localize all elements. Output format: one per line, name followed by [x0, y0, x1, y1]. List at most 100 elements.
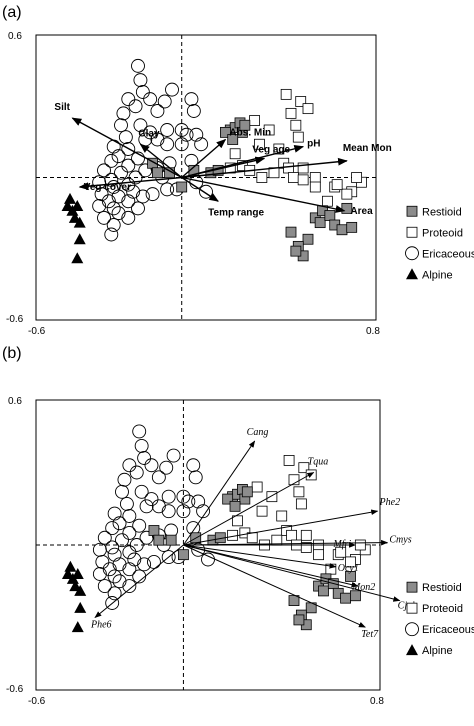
proteoid-point: [335, 546, 347, 558]
ericaceous-point: [92, 542, 107, 557]
alpine-point: [71, 621, 84, 633]
ericaceous-point: [104, 153, 119, 168]
vector-arrow: [181, 156, 266, 179]
alpine-point: [74, 584, 87, 596]
vector-arrow: [183, 544, 337, 569]
series-alpine: [61, 560, 87, 633]
legend-item: Alpine: [406, 268, 453, 281]
ericaceous-point: [122, 562, 137, 577]
ericaceous-point: [121, 194, 136, 209]
vector-arrow: [183, 509, 379, 546]
vector-arrow: [183, 544, 359, 588]
proteoid-point: [305, 469, 317, 481]
ericaceous-point: [143, 125, 158, 140]
vector-label: Clay: [138, 128, 160, 139]
restioid-point: [229, 500, 241, 512]
restioid-point: [239, 119, 251, 131]
ericaceous-point: [201, 552, 215, 567]
vector-arrow: [183, 472, 315, 546]
proteoid-point: [285, 107, 297, 119]
proteoid-point: [283, 455, 295, 466]
ericaceous-point: [107, 506, 122, 521]
ericaceous-point: [122, 509, 137, 523]
vector-label: Abs. Min: [229, 128, 271, 139]
legend-label: Ericaceous: [422, 248, 474, 260]
ericaceous-point: [137, 451, 152, 465]
vector-label: Mean Mon: [343, 143, 392, 154]
series-alpine: [61, 192, 86, 264]
alpine-point: [61, 200, 74, 211]
ericaceous-point: [114, 165, 128, 180]
legend-marker: [405, 246, 419, 261]
legend-item: Ericaceous: [405, 246, 474, 261]
ericaceous-point: [106, 201, 121, 216]
ericaceous-point: [134, 438, 149, 453]
ericaceous-point: [134, 484, 149, 499]
ericaceous-point: [179, 127, 194, 142]
ericaceous-point: [128, 170, 143, 185]
ericaceous-point: [122, 545, 137, 560]
ericaceous-point: [184, 92, 199, 107]
proteoid-point: [286, 529, 297, 541]
ericaceous-point: [181, 494, 196, 509]
proteoid-point: [288, 474, 300, 486]
legend-marker: [406, 602, 418, 614]
ericaceous-point: [188, 470, 203, 485]
ericaceous-point: [117, 472, 132, 487]
legend-item: Restioid: [406, 205, 462, 218]
vector-label: Veg cover: [84, 182, 131, 193]
ericaceous-point: [160, 182, 175, 197]
y-tick-label: -0.6: [6, 684, 24, 695]
legend-label: Proteoid: [422, 227, 463, 239]
x-tick-label: -0.6: [28, 696, 46, 707]
proteoid-point: [288, 172, 299, 183]
ericaceous-point: [121, 177, 136, 192]
ericaceous-point: [186, 104, 201, 118]
restioid-point: [176, 181, 188, 193]
proteoid-point: [300, 542, 312, 553]
legend-marker: [406, 226, 418, 238]
panel-b-ordination-plot: (b) -0.6 0.8 0.6 -0.6 Cang Tqua Phe2 Cmys Mfri Ocy…: [2, 345, 474, 707]
vector-label: Mfri: [332, 539, 351, 550]
restioid-point: [293, 614, 305, 626]
ericaceous-point: [129, 465, 144, 480]
ericaceous-point: [105, 540, 120, 555]
legend-item: Ericaceous: [405, 622, 474, 636]
ericaceous-point: [97, 210, 111, 225]
legend-item: Proteoid: [406, 226, 463, 239]
ericaceous-point: [165, 82, 179, 97]
proteoid-point: [273, 143, 285, 155]
ericaceous-point: [151, 470, 166, 485]
vector-label: Phe2: [379, 497, 401, 508]
ericaceous-point: [122, 525, 137, 540]
ericaceous-point: [131, 58, 145, 73]
legend-marker: [406, 205, 418, 217]
vector-arrow: [183, 440, 256, 546]
ericaceous-point: [121, 210, 136, 225]
ericaceous-point: [145, 187, 160, 202]
proteoid-point: [309, 181, 321, 193]
proteoid-point: [283, 162, 294, 174]
ericaceous-point: [115, 484, 129, 499]
vector-label: Temp range: [208, 207, 264, 218]
vector-label: Mon2: [351, 582, 375, 593]
legend-item: Restioid: [406, 581, 462, 594]
proteoid-point: [351, 172, 362, 183]
proteoid-point: [249, 115, 260, 126]
alpine-point: [73, 233, 86, 245]
ericaceous-point: [112, 516, 127, 531]
restioid-point: [227, 134, 239, 145]
ericaceous-point: [194, 137, 209, 152]
vector-label: Phe6: [90, 620, 112, 631]
ericaceous-point: [92, 199, 107, 213]
ericaceous-point: [133, 73, 148, 88]
legend: Restioid Proteoid Ericaceous Alpine: [405, 205, 474, 281]
vector-arrow: [94, 544, 184, 618]
restioid-point: [241, 486, 253, 498]
alpine-point: [69, 580, 82, 592]
legend-marker: [406, 581, 418, 593]
ericaceous-point: [101, 194, 116, 209]
ericaceous-point: [107, 569, 122, 584]
ericaceous-point: [135, 189, 150, 204]
vector-arrow: [181, 176, 346, 213]
